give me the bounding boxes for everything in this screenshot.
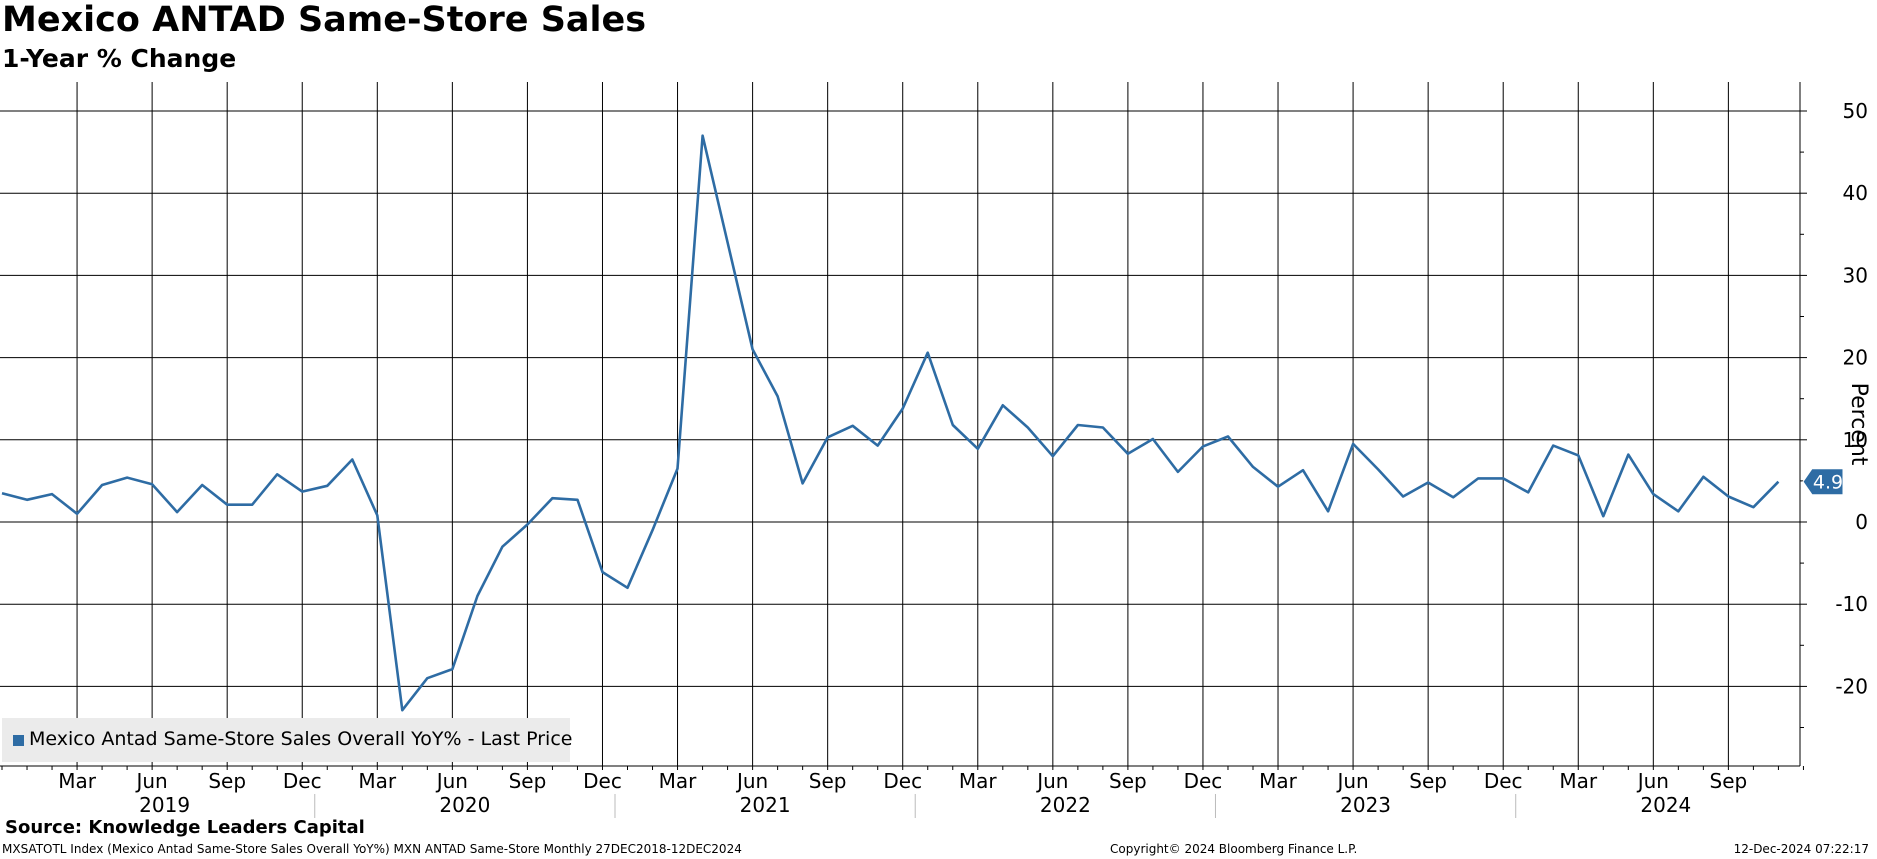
x-tick-label: Jun: [1035, 769, 1068, 793]
x-tick-label: Mar: [1259, 769, 1298, 793]
x-tick-label: Dec: [583, 769, 622, 793]
y-tick-label: 20: [1843, 346, 1868, 370]
x-tick-label: Mar: [659, 769, 698, 793]
y-tick-label: 10: [1843, 428, 1868, 452]
x-tick-label: Jun: [735, 769, 768, 793]
y-tick-label: 50: [1843, 99, 1868, 123]
x-year-label: 2024: [1640, 793, 1691, 817]
footer-timestamp: 12-Dec-2024 07:22:17: [1733, 842, 1869, 856]
legend-label: Mexico Antad Same-Store Sales Overall Yo…: [29, 728, 573, 750]
x-tick-label: Sep: [1109, 769, 1147, 793]
x-tick-label: Dec: [1484, 769, 1523, 793]
x-tick-label: Mar: [358, 769, 397, 793]
x-year-label: 2021: [740, 793, 791, 817]
x-tick-label: Dec: [883, 769, 922, 793]
chart-title: Mexico ANTAD Same-Store Sales: [2, 0, 647, 40]
series-line: [1, 134, 1780, 712]
x-tick-label: Sep: [1409, 769, 1447, 793]
x-tick-label: Dec: [283, 769, 322, 793]
x-year-label: 2023: [1340, 793, 1391, 817]
x-year-label: 2020: [439, 793, 490, 817]
footer-ticker-info: MXSATOTL Index (Mexico Antad Same-Store …: [2, 842, 742, 856]
x-tick-label: Mar: [58, 769, 97, 793]
source-note: Source: Knowledge Leaders Capital: [5, 817, 365, 838]
y-tick-label: 30: [1843, 263, 1868, 287]
legend: Mexico Antad Same-Store Sales Overall Yo…: [2, 718, 573, 762]
x-tick-label: Jun: [1636, 769, 1669, 793]
x-year-label: 2022: [1040, 793, 1091, 817]
legend-swatch: [13, 735, 24, 746]
y-tick-label: -20: [1835, 674, 1868, 698]
x-tick-label: Jun: [435, 769, 468, 793]
y-axis-title: Percent: [1846, 383, 1871, 466]
x-tick-label: Jun: [1335, 769, 1368, 793]
y-tick-label: 40: [1843, 181, 1868, 205]
x-tick-label: Jun: [134, 769, 167, 793]
x-tick-label: Sep: [1710, 769, 1748, 793]
last-value-tag: [1802, 468, 1844, 496]
x-tick-label: Sep: [509, 769, 547, 793]
x-year-label: 2019: [139, 793, 190, 817]
x-tick-label: Sep: [809, 769, 847, 793]
last-value-label: 4.9: [1813, 472, 1843, 494]
y-tick-label: 0: [1855, 510, 1868, 534]
chart-subtitle: 1-Year % Change: [2, 44, 237, 73]
x-tick-label: Dec: [1184, 769, 1223, 793]
x-tick-label: Sep: [208, 769, 246, 793]
x-tick-label: Mar: [1559, 769, 1598, 793]
x-tick-label: Mar: [959, 769, 998, 793]
footer-copyright: Copyright© 2024 Bloomberg Finance L.P.: [1110, 842, 1358, 856]
y-tick-label: -10: [1835, 592, 1868, 616]
